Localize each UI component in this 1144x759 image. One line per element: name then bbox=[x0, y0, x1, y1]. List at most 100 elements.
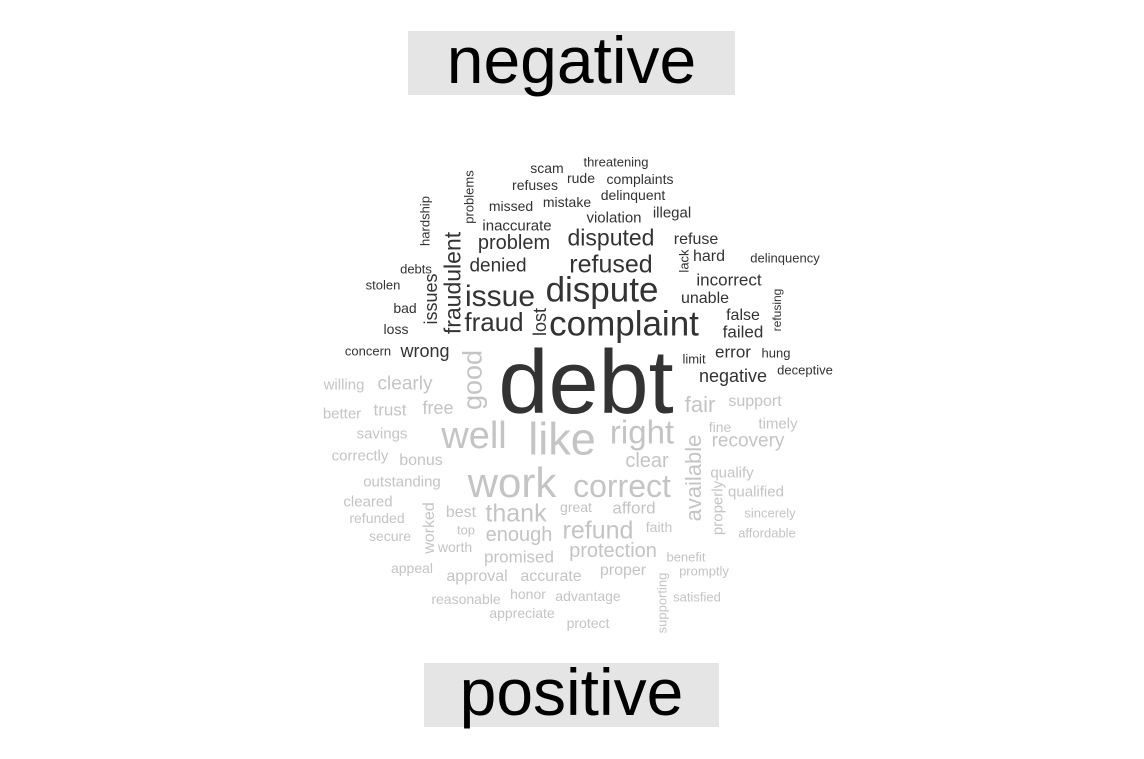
word-qualified: qualified bbox=[728, 483, 784, 501]
word-faith: faith bbox=[645, 519, 673, 535]
word-approval: approval bbox=[446, 568, 508, 585]
word-benefit: benefit bbox=[666, 549, 706, 565]
word-support: support bbox=[728, 393, 782, 410]
word-wrong: wrong bbox=[400, 341, 450, 361]
word-refunded: refunded bbox=[349, 510, 405, 526]
word-loss: loss bbox=[383, 321, 409, 337]
word-proper: proper bbox=[599, 562, 647, 579]
word-better: better bbox=[322, 405, 362, 423]
word-promised: promised bbox=[484, 547, 554, 567]
word-deceptive: deceptive bbox=[777, 362, 833, 378]
word-afford: afford bbox=[612, 498, 656, 518]
word-failed: failed bbox=[722, 322, 764, 342]
word-work: work bbox=[467, 459, 557, 506]
word-advantage: advantage bbox=[555, 588, 621, 604]
word-scam: scam bbox=[530, 160, 564, 176]
word-concern: concern bbox=[344, 343, 392, 359]
word-hard: hard bbox=[692, 248, 726, 265]
word-accurate: accurate bbox=[520, 568, 582, 585]
word-false: false bbox=[726, 307, 760, 324]
word-willing: willing bbox=[323, 376, 365, 394]
word-top: top bbox=[456, 522, 476, 538]
word-mistake: mistake bbox=[542, 194, 592, 210]
word-fine: fine bbox=[708, 419, 732, 435]
word-incorrect: incorrect bbox=[696, 270, 762, 290]
word-well: well bbox=[441, 415, 507, 457]
word-stolen: stolen bbox=[365, 277, 401, 293]
word-savings: savings bbox=[356, 425, 408, 443]
word-bad: bad bbox=[393, 300, 417, 316]
word-outstanding: outstanding bbox=[363, 473, 441, 491]
word-lack: lack bbox=[676, 249, 692, 273]
word-missed: missed bbox=[488, 198, 534, 214]
word-disputed: disputed bbox=[567, 224, 655, 251]
word-like: like bbox=[528, 413, 596, 465]
word-negative: negative bbox=[698, 366, 768, 386]
word-hardship: hardship bbox=[417, 196, 433, 246]
word-available: available bbox=[681, 434, 706, 522]
word-inaccurate: inaccurate bbox=[482, 217, 552, 235]
word-clear: clear bbox=[625, 450, 669, 472]
word-bonus: bonus bbox=[399, 452, 443, 469]
word-complaints: complaints bbox=[606, 171, 674, 187]
word-protection: protection bbox=[569, 540, 657, 562]
word-issues: issues bbox=[421, 273, 441, 325]
word-rude: rude bbox=[566, 170, 596, 186]
word-illegal: illegal bbox=[652, 204, 692, 222]
word-protect: protect bbox=[566, 615, 610, 631]
word-error: error bbox=[715, 342, 751, 362]
word-supporting: supporting bbox=[654, 572, 670, 634]
word-refusing: refusing bbox=[770, 288, 784, 332]
word-debt: debt bbox=[498, 333, 674, 433]
word-problem: problem bbox=[477, 232, 551, 254]
word-recovery: recovery bbox=[711, 430, 785, 452]
word-complaint: complaint bbox=[549, 304, 699, 344]
word-violation: violation bbox=[586, 209, 642, 227]
word-appeal: appeal bbox=[390, 560, 434, 576]
word-refused: refused bbox=[569, 250, 653, 279]
word-best: best bbox=[445, 504, 477, 521]
word-cleared: cleared bbox=[343, 493, 393, 511]
word-right: right bbox=[609, 413, 675, 451]
word-worth: worth bbox=[437, 539, 473, 555]
word-secure: secure bbox=[368, 528, 412, 544]
word-refund: refund bbox=[562, 516, 634, 545]
word-refuses: refuses bbox=[512, 177, 558, 193]
word-free: free bbox=[422, 398, 454, 418]
word-correctly: correctly bbox=[331, 447, 389, 465]
word-timely: timely bbox=[758, 415, 798, 433]
word-hung: hung bbox=[761, 345, 791, 361]
word-problems: problems bbox=[461, 170, 477, 224]
word-reasonable: reasonable bbox=[431, 591, 501, 607]
word-correct: correct bbox=[573, 468, 671, 504]
negative-label-text: negative bbox=[446, 23, 697, 97]
word-affordable: affordable bbox=[738, 525, 796, 541]
negative-label: negative bbox=[408, 27, 735, 95]
word-satisfied: satisfied bbox=[673, 589, 721, 605]
word-good: good bbox=[457, 349, 488, 411]
word-unable: unable bbox=[680, 290, 730, 307]
word-limit: limit bbox=[682, 351, 706, 367]
word-honor: honor bbox=[510, 586, 546, 602]
word-qualify: qualify bbox=[710, 464, 754, 482]
word-sincerely: sincerely bbox=[744, 505, 796, 521]
word-trust: trust bbox=[373, 400, 407, 420]
word-debts: debts bbox=[400, 261, 432, 277]
word-issue: issue bbox=[464, 280, 536, 313]
word-refuse: refuse bbox=[673, 231, 719, 248]
positive-label: positive bbox=[424, 659, 719, 727]
word-fair: fair bbox=[684, 392, 716, 417]
word-threatening: threatening bbox=[583, 154, 649, 170]
word-lost: lost bbox=[530, 307, 550, 337]
word-dispute: dispute bbox=[545, 270, 659, 310]
word-delinquent: delinquent bbox=[600, 187, 666, 203]
word-fraud: fraud bbox=[464, 307, 524, 337]
positive-label-text: positive bbox=[459, 655, 684, 729]
word-worked: worked bbox=[421, 502, 438, 554]
word-properly: properly bbox=[709, 480, 727, 536]
word-delinquency: delinquency bbox=[750, 250, 820, 266]
word-enough: enough bbox=[485, 524, 553, 546]
word-great: great bbox=[560, 499, 592, 515]
word-fraudulent: fraudulent bbox=[439, 231, 466, 335]
